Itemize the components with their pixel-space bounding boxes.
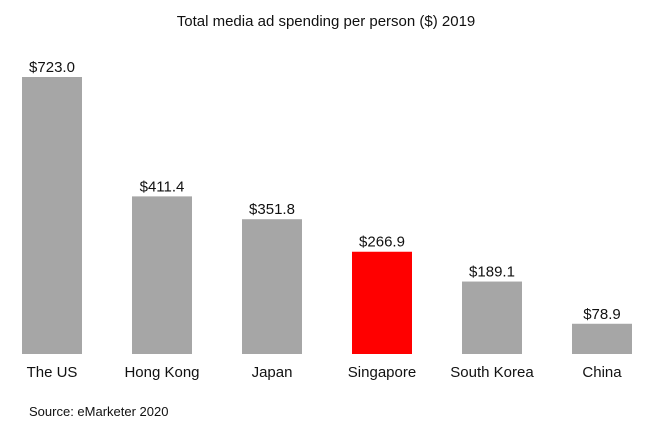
bars-group	[22, 77, 632, 354]
value-label-china: $78.9	[583, 306, 621, 323]
value-label-the-us: $723.0	[29, 59, 75, 76]
value-label-hong-kong: $411.4	[140, 178, 185, 195]
category-label-japan: Japan	[252, 364, 293, 381]
source-note: Source: eMarketer 2020	[29, 404, 168, 419]
category-label-singapore: Singapore	[348, 364, 416, 381]
category-label-south-korea: South Korea	[450, 364, 534, 381]
category-label-hong-kong: Hong Kong	[124, 364, 199, 381]
bar-south-korea	[462, 281, 522, 354]
bar-japan	[242, 219, 302, 354]
bar-the-us	[22, 77, 82, 354]
value-labels-group: $723.0 $411.4 $351.8 $266.9 $189.1 $78.9	[29, 59, 621, 323]
bar-singapore	[352, 251, 412, 354]
category-label-china: China	[582, 364, 622, 381]
category-label-the-us: The US	[27, 364, 78, 381]
value-label-singapore: $266.9	[359, 234, 405, 251]
bar-hong-kong	[132, 196, 192, 354]
chart-title: Total media ad spending per person ($) 2…	[177, 13, 476, 30]
category-labels-group: The US Hong Kong Japan Singapore South Korea…	[27, 364, 623, 381]
value-label-japan: $351.8	[249, 201, 295, 218]
value-label-south-korea: $189.1	[469, 264, 515, 281]
bar-china	[572, 323, 632, 354]
